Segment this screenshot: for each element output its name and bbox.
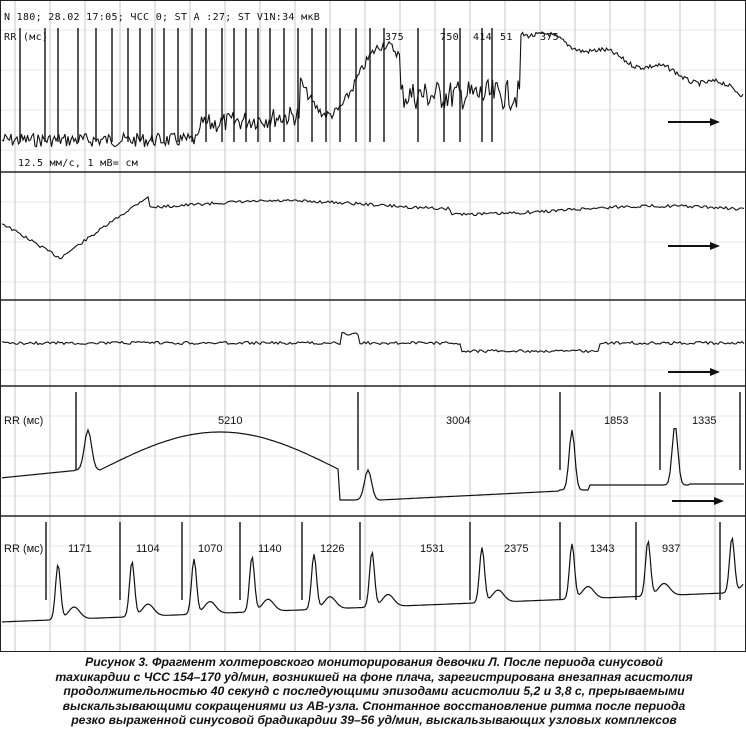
- ecg-trace-strip3: [1, 332, 745, 354]
- strip5-rr-value: 1171: [68, 543, 92, 555]
- ecg-trace-strip1: [1, 31, 744, 148]
- direction-arrow-head: [710, 118, 720, 126]
- figure-caption: Рисунок 3. Фрагмент холтеровского монито…: [14, 655, 734, 728]
- strip4-rr-value: 5210: [218, 415, 242, 427]
- strip1-header: N 180; 28.02 17:05; ЧСС 0; ST A :27; ST …: [4, 12, 320, 23]
- strip5-rr-value: 1104: [136, 543, 160, 555]
- strip5-rr-label: RR (мс): [4, 543, 43, 555]
- strip1-rr-label: RR (мс): [4, 32, 48, 43]
- strip1-speed-label: 12.5 мм/с, 1 мВ= см: [18, 158, 138, 169]
- direction-arrows: [668, 118, 724, 505]
- strip5-rr-value: 1070: [198, 543, 222, 555]
- strip4-rr-label: RR (мс): [4, 415, 43, 427]
- direction-arrow-head: [714, 497, 724, 505]
- strip5-rr-value: 1140: [258, 543, 282, 555]
- ecg-grid: [0, 0, 746, 652]
- ecg-trace-strip4: [1, 428, 744, 501]
- caption-line: тахикардии с ЧСС 154–170 уд/мин, возникш…: [55, 669, 693, 684]
- strip4-rr-value: 1335: [692, 415, 716, 427]
- ecg-trace-strip2: [1, 195, 745, 260]
- strip4-rr-value: 1853: [604, 415, 628, 427]
- ecg-figure: N 180; 28.02 17:05; ЧСС 0; ST A :27; ST …: [0, 0, 746, 652]
- strip5-rr-value: 1531: [420, 543, 444, 555]
- strip1-rr-value: 750: [440, 32, 459, 43]
- strip5-rr-value: 2375: [504, 543, 528, 555]
- strip5-rr-value: 1226: [320, 543, 344, 555]
- caption-line: Рисунок 3. Фрагмент холтеровского монито…: [85, 655, 663, 669]
- caption-line: резко выраженной синусовой брадикардии 3…: [71, 713, 677, 728]
- strip5-rr-value: 937: [662, 543, 680, 555]
- strip1-rr-value: 414: [473, 32, 492, 43]
- ecg-trace-strip5: [2, 536, 744, 623]
- strip1-rr-value: 51: [500, 32, 513, 43]
- strip1-rr-value: 375: [540, 32, 559, 43]
- direction-arrow-head: [710, 242, 720, 250]
- strip5-rr-value: 1343: [590, 543, 614, 555]
- ecg-traces: [1, 28, 745, 623]
- direction-arrow-head: [710, 368, 720, 376]
- strip4-rr-value: 3004: [446, 415, 470, 427]
- strip1-rr-value: 375: [385, 32, 404, 43]
- caption-line: продолжительностью 40 секунд с последующ…: [63, 684, 685, 699]
- caption-line: выскальзывающими сокращениями из АВ-узла…: [62, 698, 686, 713]
